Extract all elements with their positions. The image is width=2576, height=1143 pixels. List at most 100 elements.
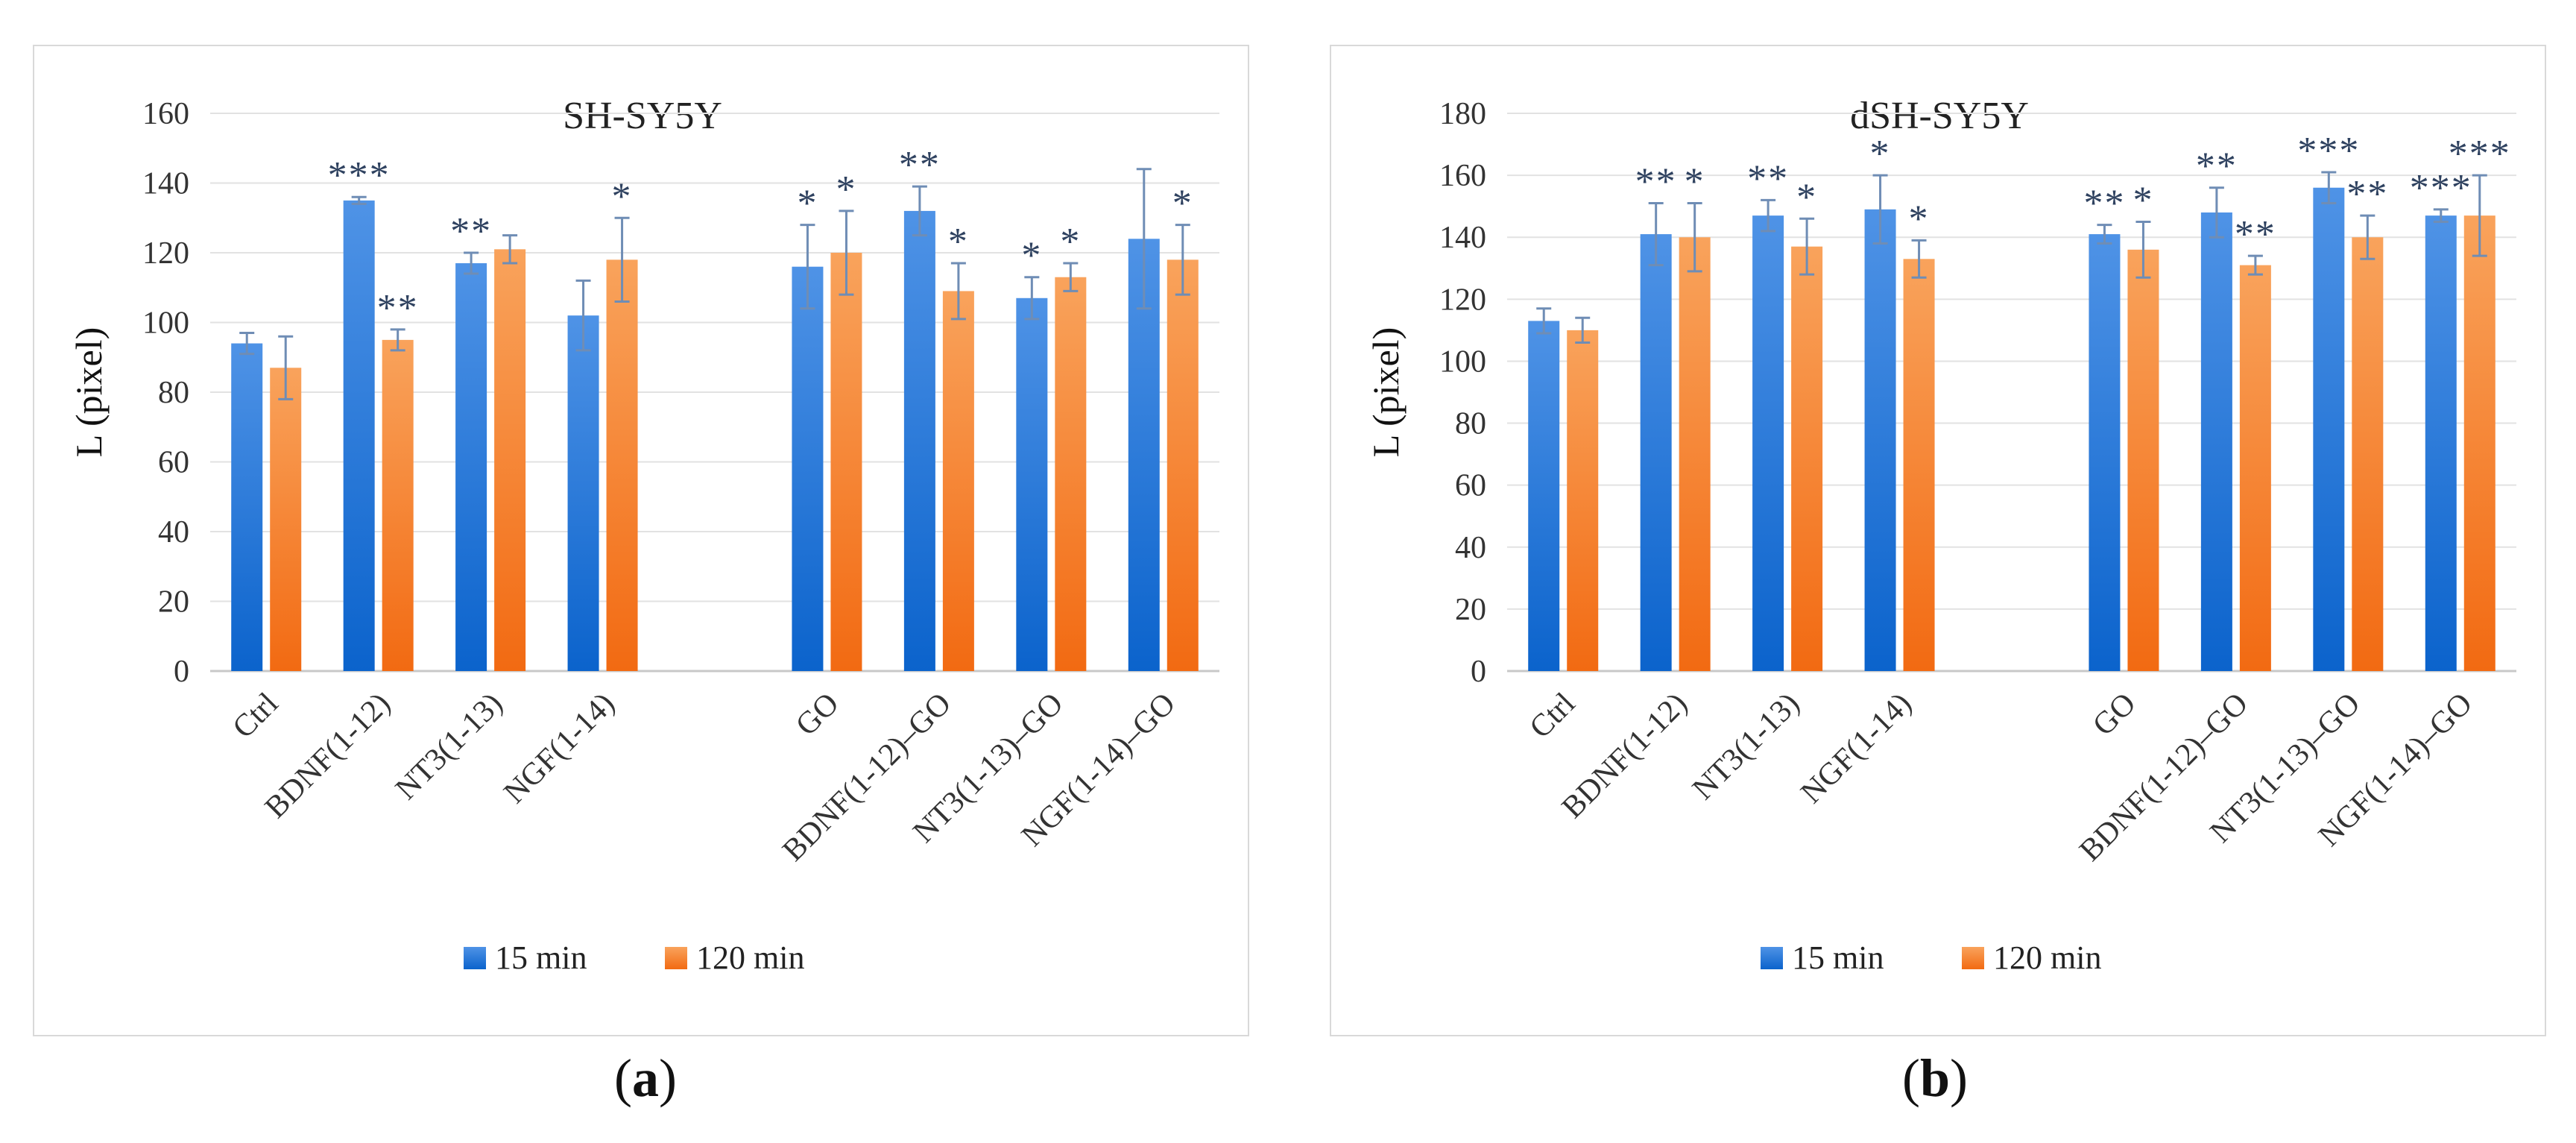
y-tick-label: 60 [158, 446, 189, 480]
significance-mark: ** [1747, 157, 1789, 200]
legend-label: 120 min [696, 939, 804, 976]
y-tick-label: 40 [158, 515, 189, 550]
significance-mark: * [948, 221, 969, 263]
error-bar [1799, 217, 1815, 276]
bar-15min [567, 315, 599, 671]
error-bar [1687, 202, 1702, 273]
significance-mark: ** [2083, 183, 2125, 225]
bar-120min [494, 249, 526, 671]
y-tick-label: 0 [1471, 655, 1486, 689]
y-axis-label: L (pixel) [68, 327, 110, 457]
bar-15min [455, 263, 487, 671]
significance-mark: ** [450, 210, 492, 253]
error-bar [1872, 174, 1888, 245]
bar-120min [2352, 237, 2384, 671]
panel-label-b: (b) [1901, 1048, 1968, 1108]
significance-mark: * [1060, 221, 1081, 263]
chart-title: dSH-SY5Y [1850, 95, 2029, 137]
significance-mark: *** [2449, 133, 2511, 175]
bar-120min [606, 259, 638, 672]
bar-15min [1528, 321, 1560, 671]
error-bar [839, 210, 854, 296]
error-bar [278, 335, 294, 400]
error-bar [1024, 276, 1040, 321]
error-bar [2247, 254, 2263, 276]
bar-15min [792, 266, 824, 671]
legend-label: 15 min [1792, 939, 1884, 976]
bar-120min [270, 368, 302, 671]
bar-120min [2463, 215, 2496, 672]
error-bar [2433, 208, 2449, 223]
y-tick-label: 100 [142, 306, 189, 341]
significance-mark: ** [2346, 173, 2388, 215]
bar-120min [1567, 330, 1599, 671]
error-bar [2360, 214, 2375, 260]
bar-15min [343, 200, 375, 671]
chart-b-svg: dSH-SY5Y 0 20 40 60 80 100 120 140 160 180 L (pixel… [1365, 95, 2516, 976]
error-bar [800, 224, 815, 310]
y-tick-label: 80 [158, 376, 189, 410]
panel-label-a: (a) [614, 1048, 677, 1108]
significance-mark: ** [377, 287, 419, 330]
significance-mark: *** [2297, 130, 2360, 172]
bar-120min [2239, 265, 2271, 672]
y-tick-label: 140 [1439, 221, 1486, 255]
error-bar [1575, 316, 1591, 344]
significance-mark: * [2133, 179, 2153, 221]
y-tick-label: 20 [158, 585, 189, 620]
error-bar [1536, 307, 1552, 335]
x-tick-label: NT3(1-13) [1686, 687, 1806, 807]
bar-120min [2127, 249, 2159, 671]
error-bar [351, 195, 367, 206]
error-bar [950, 262, 966, 321]
legend-swatch-15min [1761, 947, 1783, 969]
legend-swatch-120min [1962, 947, 1984, 969]
bar-15min [1752, 215, 1784, 672]
bar-15min [2200, 212, 2232, 671]
bar-15min [2313, 187, 2345, 671]
significance-mark: * [1172, 183, 1193, 225]
bar-120min [1903, 259, 1935, 671]
y-tick-label: 140 [142, 167, 189, 201]
error-bar [1136, 168, 1152, 310]
error-bar [2135, 220, 2151, 279]
error-bar [614, 216, 630, 303]
error-bar [1648, 202, 1664, 267]
y-tick-label: 120 [142, 236, 189, 271]
legend-label: 15 min [495, 939, 587, 976]
error-bar [239, 332, 255, 356]
y-tick-label: 100 [1439, 344, 1486, 379]
y-tick-label: 180 [1439, 97, 1486, 131]
x-tick-label: GO [2086, 687, 2142, 743]
bar-15min [231, 343, 263, 671]
significance-mark: * [1909, 198, 1930, 240]
error-bar [1063, 262, 1079, 292]
y-axis-label: L (pixel) [1365, 327, 1407, 457]
x-tick-label: NGF(1-14) [1794, 687, 1918, 810]
error-bar [390, 328, 405, 352]
significance-mark: * [797, 183, 818, 225]
bar-120min [1167, 259, 1199, 672]
bar-120min [942, 291, 974, 671]
bar-120min [1679, 237, 1711, 671]
y-tick-label: 20 [1455, 593, 1486, 627]
bar-15min [1016, 297, 1048, 671]
x-tick-label: NT3(1-13) [389, 687, 509, 807]
legend-swatch-15min [464, 947, 486, 969]
x-tick-label: Ctrl [1524, 687, 1582, 746]
y-tick-label: 160 [142, 97, 189, 131]
y-tick-label: 40 [1455, 531, 1486, 565]
bar-15min [1128, 239, 1160, 671]
error-bar [2321, 171, 2337, 205]
bar-15min [2089, 234, 2121, 671]
significance-mark: *** [328, 154, 391, 197]
error-bar [2097, 224, 2112, 245]
error-bar [464, 251, 479, 275]
bar-120min [1791, 246, 1823, 671]
chart-a-svg: SH-SY5Y 0 20 40 60 80 100 120 140 160 L (pixel) Ctr… [68, 95, 1219, 976]
error-bar [1175, 224, 1190, 296]
error-bar [1911, 239, 1927, 279]
y-tick-label: 160 [1439, 159, 1486, 193]
x-tick-label: NGF(1-14) [497, 687, 621, 810]
bar-120min [1055, 277, 1087, 672]
